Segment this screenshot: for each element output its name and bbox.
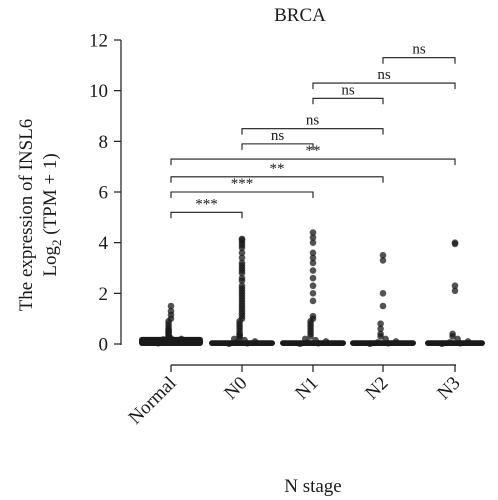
y-tick-label: 12 — [89, 31, 108, 52]
data-point — [449, 330, 456, 338]
data-point — [238, 254, 246, 262]
significance-label: *** — [231, 176, 254, 192]
x-tick-label: N3 — [433, 373, 464, 404]
data-point — [379, 302, 387, 310]
data-point — [309, 234, 317, 241]
data-point — [309, 239, 317, 246]
x-axis-label: N stage — [284, 476, 342, 497]
data-point — [377, 330, 384, 338]
significance-bracket — [170, 176, 384, 183]
significance-label: ns — [271, 128, 285, 144]
data-point — [451, 239, 459, 246]
y-axis-label: The expression of INSL6 Log2 (TPM + 1) — [16, 119, 64, 312]
significance-label: ns — [412, 42, 426, 58]
data-point — [309, 249, 317, 257]
significance-bracket — [170, 211, 243, 219]
significance-bracket — [382, 57, 456, 64]
x-tick-label: N2 — [361, 373, 392, 404]
significance-bracket — [312, 82, 456, 90]
significance-bracket — [241, 143, 314, 150]
group-bar — [280, 340, 346, 346]
data-point — [377, 320, 384, 328]
significance-label: ns — [377, 67, 391, 83]
data-point — [379, 252, 387, 259]
significance-label: *** — [195, 196, 218, 212]
data-point — [309, 282, 317, 290]
y-tick-label: 6 — [99, 183, 109, 204]
y-axis-label-line1: The expression of INSL6 — [16, 119, 37, 312]
data-point — [238, 235, 246, 243]
data-point — [309, 267, 317, 274]
y-tick-label: 0 — [99, 335, 109, 356]
significance-label: ** — [306, 143, 321, 159]
y-axis-ticks: 0 2 4 6 8 10 12 — [89, 31, 121, 356]
x-tick-label: N0 — [220, 373, 251, 404]
data-point — [379, 290, 387, 297]
group-bar — [425, 340, 485, 346]
chart-title: BRCA — [274, 5, 326, 26]
significance-bracket — [170, 158, 456, 166]
x-axis-ticks: Normal N0 N1 N2 N3 — [125, 365, 465, 429]
data-point — [309, 254, 317, 262]
data-point — [238, 259, 246, 267]
data-point — [238, 249, 246, 257]
data-point — [167, 302, 175, 310]
group-bar — [139, 336, 203, 346]
data-point — [167, 307, 175, 315]
significance-bracket — [241, 128, 384, 135]
data-point — [309, 259, 317, 267]
data-point — [238, 282, 246, 290]
data-point — [379, 257, 387, 264]
data-point — [377, 325, 384, 333]
data-point — [451, 287, 459, 295]
significance-label: ns — [341, 82, 355, 98]
y-tick-label: 10 — [89, 81, 108, 102]
significance-bracket — [312, 97, 384, 105]
significance-label: ns — [306, 113, 320, 129]
y-tick-label: 8 — [99, 132, 109, 153]
group-bar — [209, 340, 275, 346]
y-tick-label: 2 — [99, 284, 109, 305]
y-axis-label-line2: Log2 (TPM + 1) — [40, 153, 64, 276]
data-point — [309, 297, 317, 305]
data-point — [309, 290, 317, 297]
data-point — [309, 229, 317, 236]
x-tick-label: N1 — [291, 373, 322, 404]
data-point — [309, 312, 317, 320]
data-point — [238, 274, 246, 282]
data-point — [451, 282, 459, 290]
y-tick-label: 4 — [99, 233, 109, 254]
significance-label: ** — [270, 161, 285, 177]
median-bars — [139, 336, 485, 346]
group-bar — [350, 340, 416, 346]
significance-bracket — [170, 191, 314, 198]
x-tick-label: Normal — [125, 373, 181, 429]
data-points — [154, 229, 472, 348]
data-point — [309, 274, 317, 282]
